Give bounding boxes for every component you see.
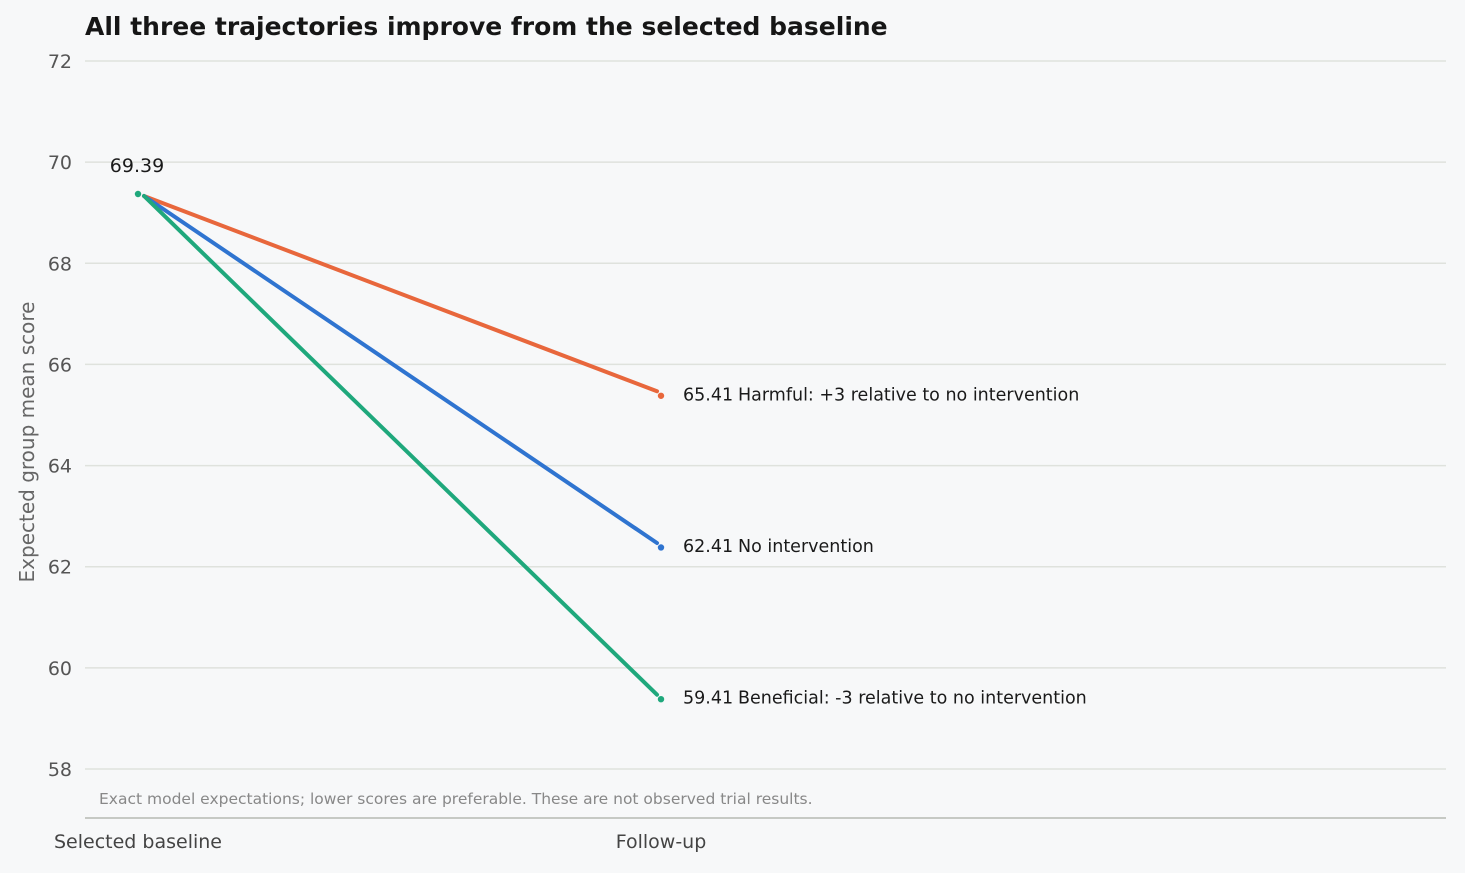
y-tick-label: 62	[48, 557, 72, 579]
y-tick-label: 70	[48, 152, 72, 174]
baseline-value-label: 69.39	[110, 155, 164, 177]
x-tick-label: Selected baseline	[54, 831, 222, 853]
series-end-point	[657, 392, 665, 399]
series-end-value: 62.41	[683, 537, 733, 557]
series-line	[142, 193, 659, 545]
series-line	[142, 193, 659, 394]
series-end-value: 65.41	[683, 385, 733, 405]
chart-note: Exact model expectations; lower scores a…	[99, 790, 813, 808]
x-tick-label: Follow-up	[616, 831, 707, 853]
y-tick-label: 64	[48, 456, 72, 478]
y-tick-label: 72	[48, 51, 72, 73]
chart-title: All three trajectories improve from the …	[85, 12, 888, 41]
y-tick-label: 60	[48, 658, 72, 680]
y-tick-label: 66	[48, 354, 72, 376]
series-name-label: No intervention	[738, 537, 874, 557]
series-points	[134, 190, 665, 703]
series-line	[142, 193, 659, 697]
series-name-label: Harmful: +3 relative to no intervention	[738, 385, 1079, 405]
baseline-point	[134, 190, 142, 198]
y-tick-label: 68	[48, 253, 72, 275]
series-end-point	[657, 695, 665, 703]
series-lines	[142, 193, 659, 697]
series-end-value: 59.41	[683, 689, 733, 709]
x-axis-ticks: Selected baseline Follow-up	[54, 831, 706, 853]
series-end-point	[657, 544, 665, 551]
y-tick-label: 58	[48, 759, 72, 781]
y-axis-title: Expected group mean score	[15, 302, 39, 583]
gridlines	[85, 60, 1446, 770]
y-axis-ticks: 58 60 62 64 66 68 70 72	[48, 51, 72, 781]
data-labels: 65.41 Harmful: +3 relative to no interven…	[110, 155, 1087, 709]
series-name-label: Beneficial: -3 relative to no interventi…	[738, 689, 1087, 709]
